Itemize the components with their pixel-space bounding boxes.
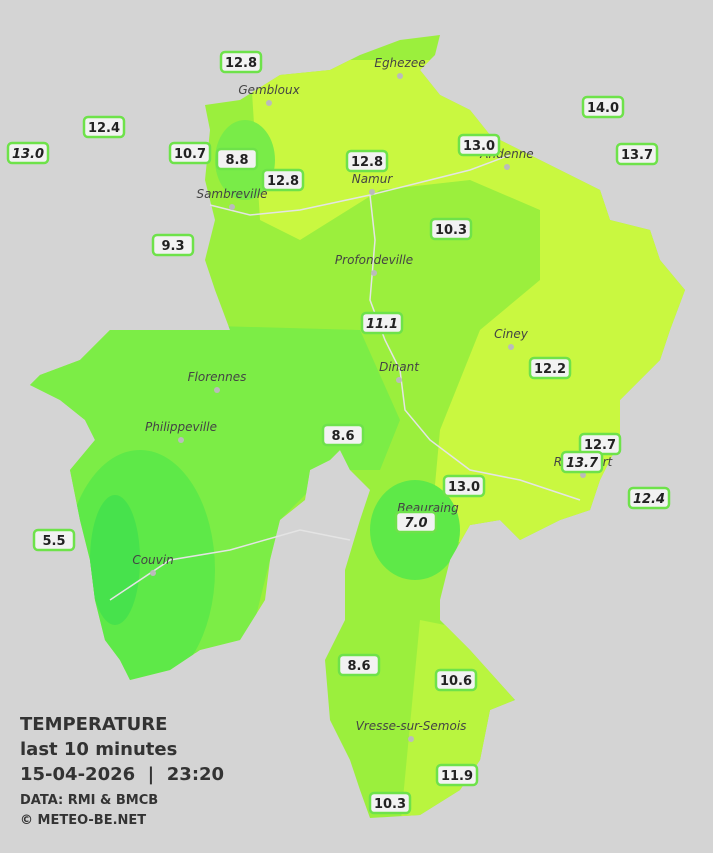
station-temperature: 8.8 (225, 153, 248, 168)
station-box (345, 149, 389, 173)
town-dot (150, 570, 156, 576)
station-temperature: 12.4 (88, 121, 120, 136)
station-temperature: 13.0 (448, 480, 480, 495)
town-dot (396, 377, 402, 383)
station-box (368, 791, 412, 815)
station-temperature: 10.6 (440, 674, 472, 689)
station-temperature: 12.8 (351, 155, 383, 170)
station-temperature: 7.0 (404, 516, 427, 531)
legend: TEMPERATURE last 10 minutes 15-04-2026 |… (20, 714, 224, 828)
town-name: Dinant (379, 360, 420, 374)
station-box (219, 50, 263, 74)
station-temperature: 12.4 (633, 492, 665, 507)
station-box (6, 141, 50, 165)
town-name: Gembloux (238, 83, 300, 97)
station-temperature: 13.0 (12, 147, 44, 162)
station-box (435, 763, 479, 787)
town-name: Namur (352, 172, 394, 186)
station-box (215, 147, 259, 171)
station-temperature: 12.8 (267, 174, 299, 189)
station-box (560, 450, 604, 474)
station-temperature: 12.7 (584, 438, 616, 453)
station-box (528, 356, 572, 380)
station-box (615, 142, 659, 166)
station-temperature: 10.7 (174, 147, 206, 162)
station-box (261, 168, 305, 192)
station-temperature: 5.5 (42, 534, 65, 549)
station-temperature: 8.6 (347, 659, 370, 674)
station-box (581, 95, 625, 119)
station-box (32, 528, 76, 552)
town-dot (214, 387, 220, 393)
station-box (168, 141, 212, 165)
station-box (442, 474, 486, 498)
station-temperature: 13.7 (566, 456, 599, 471)
station-temperature: 13.7 (621, 148, 653, 163)
station-temperature: 9.3 (161, 239, 184, 254)
town-name: Eghezee (374, 56, 425, 70)
station-temperature: 12.2 (534, 362, 566, 377)
station-box (457, 133, 501, 157)
town-dot (580, 472, 586, 478)
town-name: Vresse-sur-Semois (356, 719, 467, 733)
station-temperature: 11.1 (366, 317, 398, 332)
town-dot (229, 204, 235, 210)
town-name: Florennes (188, 370, 247, 384)
station-box (627, 486, 671, 510)
town-dot (408, 736, 414, 742)
station-box (337, 653, 381, 677)
rivers (109, 154, 581, 601)
town-name: Ciney (494, 327, 529, 341)
station-box (82, 115, 126, 139)
town-name: Sambreville (196, 187, 267, 201)
town-dot (371, 270, 377, 276)
town-name: Philippeville (145, 420, 217, 434)
station-temperature: 10.3 (435, 223, 467, 238)
town-dot (178, 437, 184, 443)
station-box (434, 668, 478, 692)
title: TEMPERATURE (20, 714, 167, 735)
station-box (394, 510, 438, 534)
town-dot (266, 100, 272, 106)
town-dot (504, 164, 510, 170)
credit: © METEO-BE.NET (20, 813, 146, 828)
datetime: 15-04-2026 | 23:20 (20, 764, 224, 785)
town-dot (369, 189, 375, 195)
station-box (321, 423, 365, 447)
station-temperature: 12.8 (225, 56, 257, 71)
town-dot (397, 73, 403, 79)
station-box (429, 217, 473, 241)
town-dot (508, 344, 514, 350)
station-temperature: 13.0 (463, 139, 495, 154)
subtitle: last 10 minutes (20, 739, 177, 760)
station-temperature: 10.3 (374, 797, 406, 812)
station-temperature: 14.0 (587, 101, 619, 116)
town-name: Couvin (132, 553, 173, 567)
station-box (360, 311, 404, 335)
station-temperature: 11.9 (441, 769, 473, 784)
station-temperature: 8.6 (331, 429, 354, 444)
station-box (151, 233, 195, 257)
town-name: Profondeville (335, 253, 413, 267)
source: DATA: RMI & BMCB (20, 793, 158, 808)
